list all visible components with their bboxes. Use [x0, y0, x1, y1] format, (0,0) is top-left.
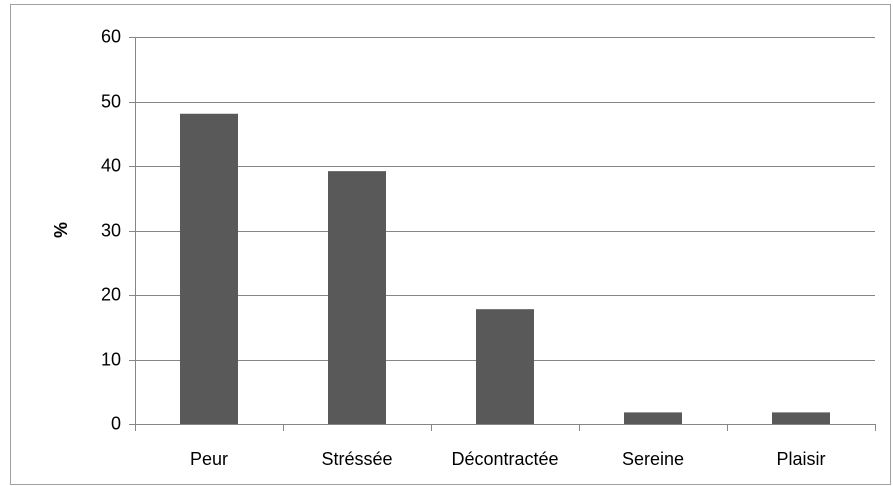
- x-tick-label: Sereine: [622, 449, 684, 469]
- x-tick-label: Peur: [190, 449, 228, 469]
- bar: [624, 412, 682, 424]
- chart-frame: [10, 4, 891, 485]
- y-axis-label: %: [51, 222, 71, 238]
- y-tick-label: 20: [101, 284, 121, 304]
- bar: [476, 309, 534, 424]
- bar: [772, 412, 830, 424]
- y-tick-label: 40: [101, 155, 121, 175]
- bar: [328, 171, 386, 424]
- y-tick-label: 30: [101, 220, 121, 240]
- x-tick-label: Décontractée: [451, 449, 558, 469]
- y-tick-label: 60: [101, 26, 121, 46]
- y-tick-label: 10: [101, 349, 121, 369]
- x-tick-label: Stréssée: [321, 449, 392, 469]
- x-tick-label: Plaisir: [776, 449, 825, 469]
- bar: [180, 113, 238, 424]
- y-tick-label: 0: [111, 413, 121, 433]
- y-tick-label: 50: [101, 91, 121, 111]
